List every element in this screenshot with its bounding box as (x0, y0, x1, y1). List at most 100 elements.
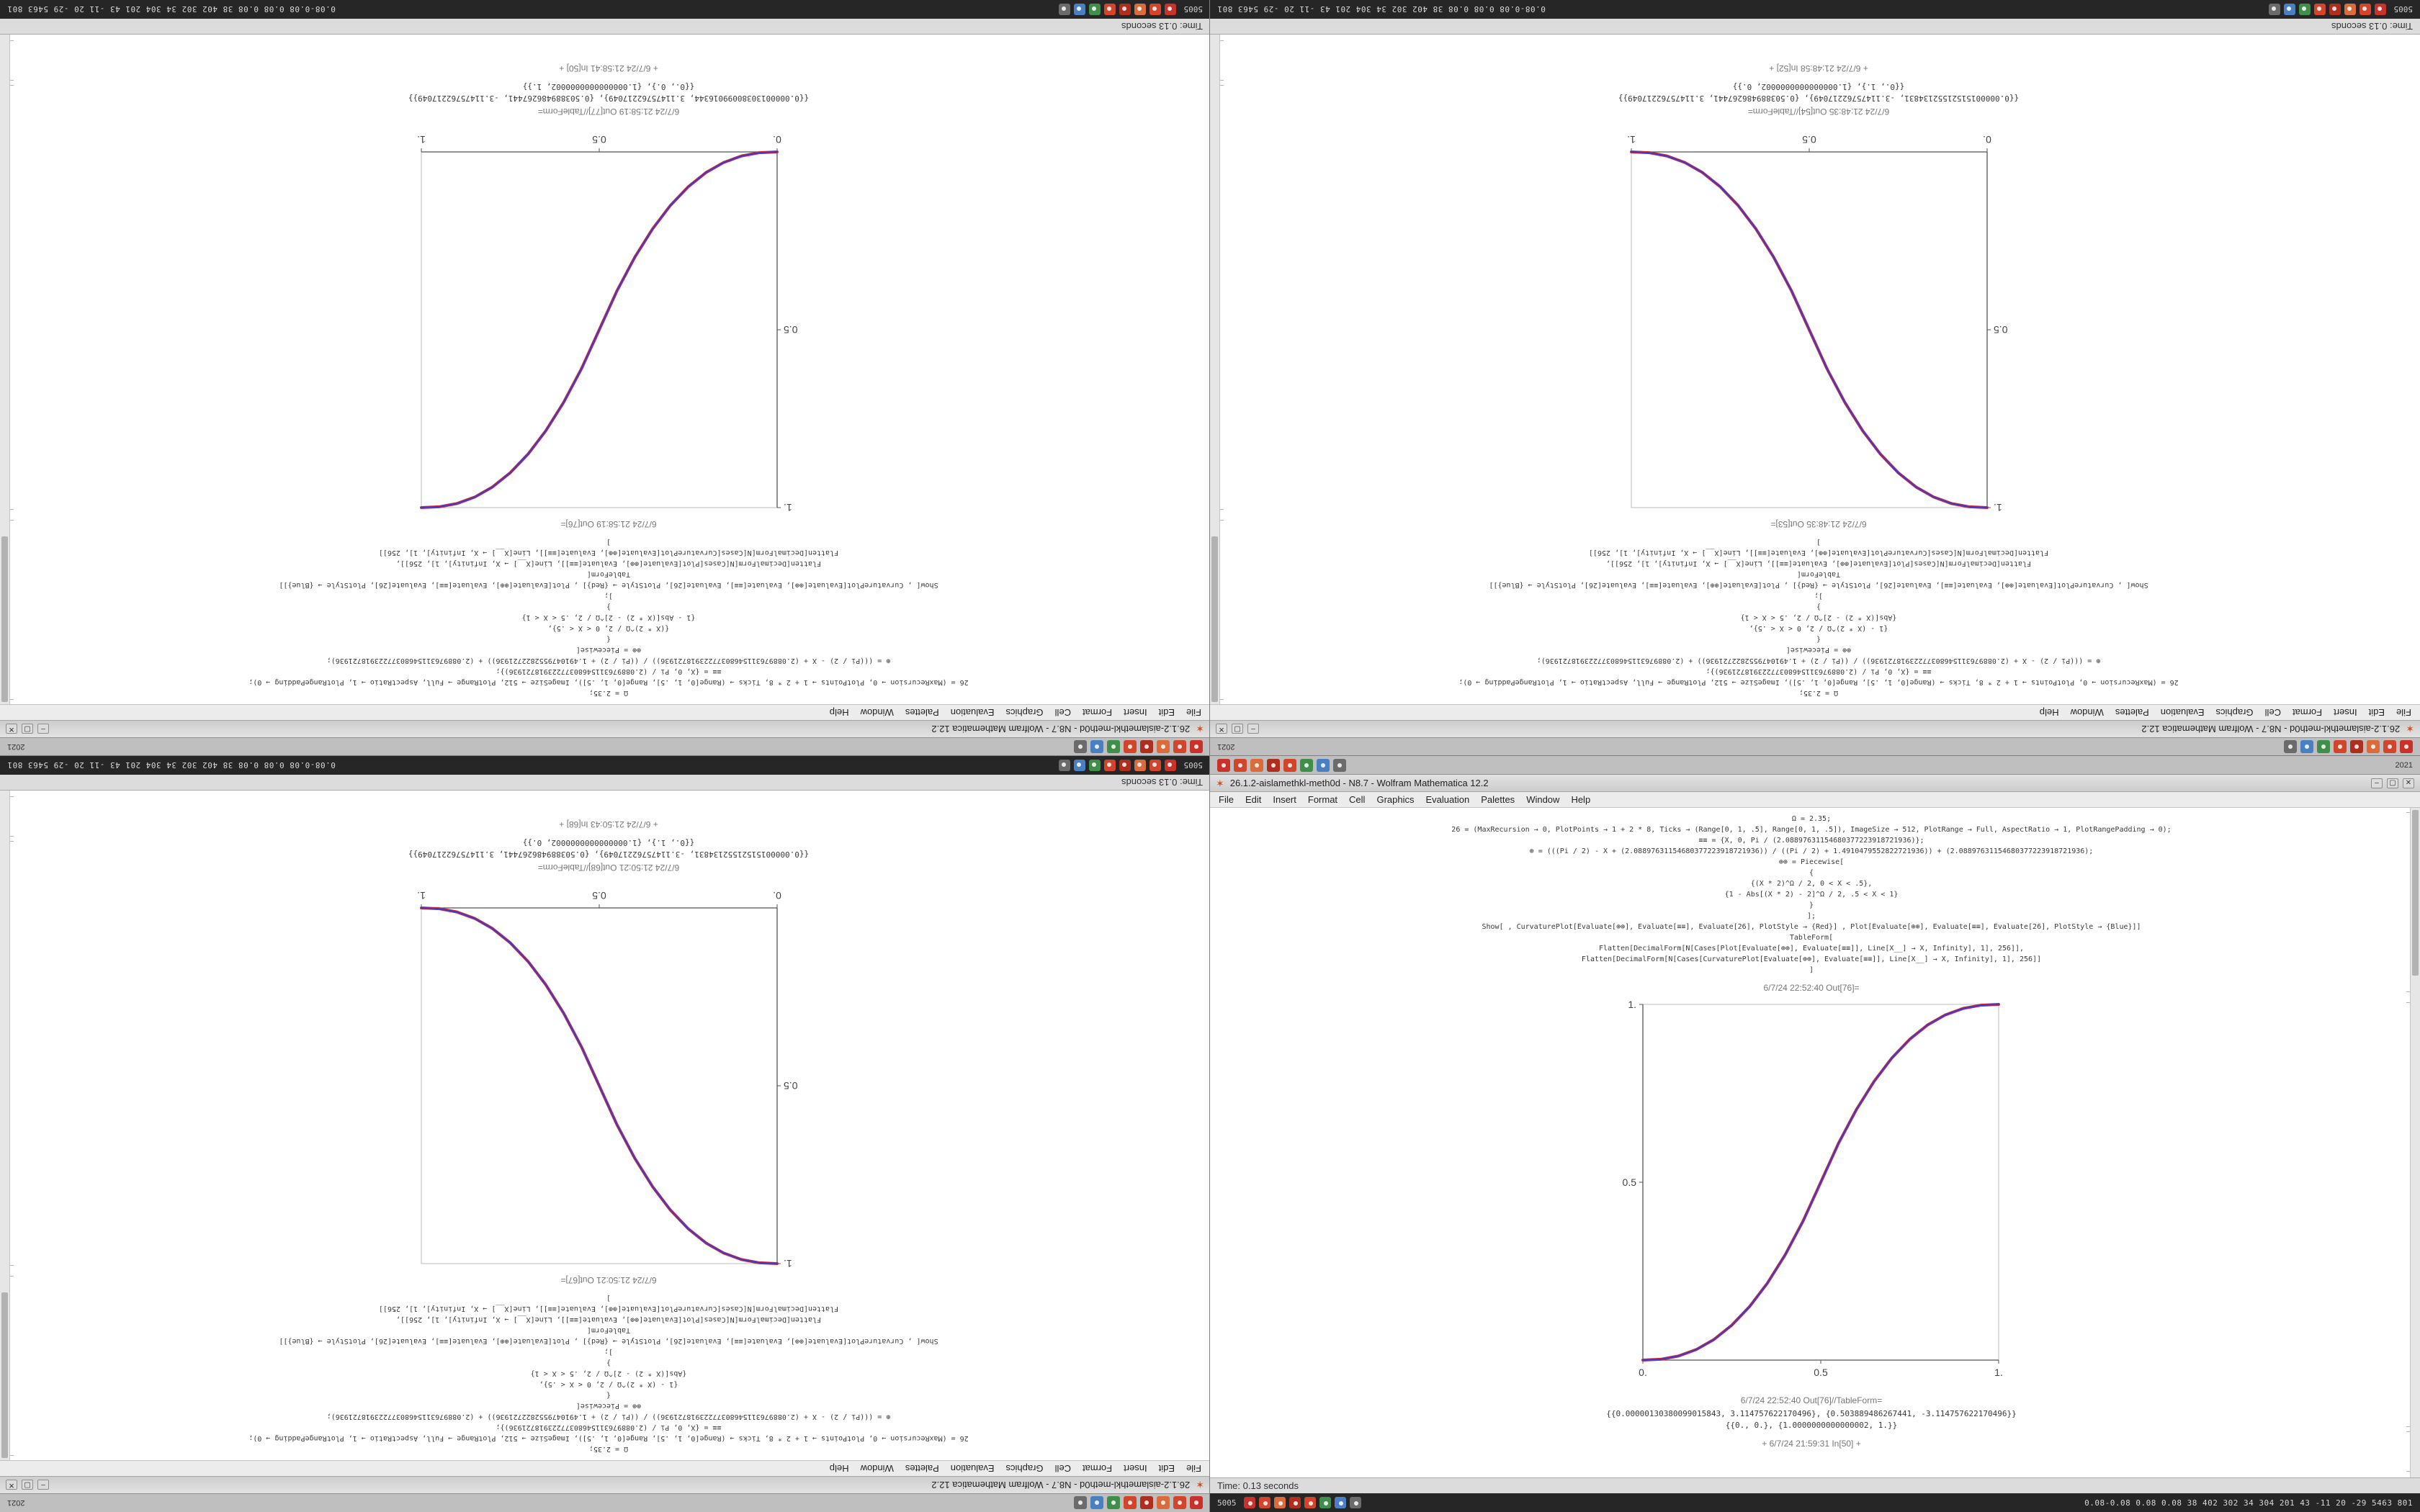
app-icon-red-4[interactable] (2314, 4, 2326, 15)
app-icon-gray[interactable] (1074, 1496, 1087, 1510)
menu-insert[interactable]: Insert (1124, 707, 1147, 718)
notebook-area[interactable]: Ω = 2.35; 26 = (MaxRecursion → 0, PlotPoi… (0, 35, 1210, 704)
menu-help[interactable]: Help (829, 1463, 849, 1474)
close-button[interactable]: ✕ (6, 1480, 17, 1490)
app-icon-red-1[interactable] (1190, 1496, 1203, 1510)
app-icon-green[interactable] (2317, 740, 2330, 754)
app-icon-orange[interactable] (1134, 4, 1147, 15)
menu-cell[interactable]: Cell (1054, 1463, 1071, 1474)
app-icon-green[interactable] (1089, 4, 1101, 15)
maximize-button[interactable]: ▢ (1232, 724, 1243, 734)
app-icon-blue[interactable] (2284, 4, 2296, 15)
menu-cell[interactable]: Cell (1054, 707, 1071, 718)
menu-file[interactable]: File (1186, 707, 1201, 718)
app-icon-red-1[interactable] (1165, 760, 1177, 771)
app-icon-red-2[interactable] (1234, 758, 1247, 772)
menu-insert[interactable]: Insert (1124, 1463, 1147, 1474)
menu-window[interactable]: Window (1526, 794, 1560, 805)
menu-insert[interactable]: Insert (2334, 707, 2357, 718)
menu-edit[interactable]: Edit (1245, 794, 1262, 805)
menu-help[interactable]: Help (829, 707, 849, 718)
app-icon-red-4[interactable] (1104, 760, 1116, 771)
app-icon-orange[interactable] (2344, 4, 2357, 15)
app-icon-red-3[interactable] (1140, 740, 1153, 754)
app-icon-red-1[interactable] (2400, 740, 2413, 754)
app-icon-gray[interactable] (1059, 760, 1071, 771)
app-icon-red-2[interactable] (1173, 1496, 1186, 1510)
menu-palettes[interactable]: Palettes (905, 707, 939, 718)
window-titlebar[interactable]: ✶ 26.1.2-aislamethkl-meth0d - N8.7 - Wol… (0, 720, 1210, 737)
menu-graphics[interactable]: Graphics (1005, 707, 1044, 718)
menu-edit[interactable]: Edit (1158, 707, 1175, 718)
scrollbar[interactable] (0, 791, 10, 1460)
scrollbar-thumb[interactable] (1, 536, 8, 702)
app-icon-green[interactable] (1089, 760, 1101, 771)
maximize-button[interactable]: ▢ (22, 724, 33, 734)
minimize-button[interactable]: – (37, 724, 49, 734)
menu-window[interactable]: Window (860, 707, 894, 718)
menu-graphics[interactable]: Graphics (1005, 1463, 1044, 1474)
app-icon-red-3[interactable] (1267, 758, 1280, 772)
app-icon-red-2[interactable] (1150, 4, 1162, 15)
app-icon-blue[interactable] (2300, 740, 2313, 754)
menu-window[interactable]: Window (2070, 707, 2104, 718)
menu-window[interactable]: Window (860, 1463, 894, 1474)
app-icon-orange[interactable] (1134, 760, 1147, 771)
app-icon-red-1[interactable] (1165, 4, 1177, 15)
minimize-button[interactable]: – (1247, 724, 1259, 734)
app-icon-red-2[interactable] (1258, 1497, 1270, 1508)
scrollbar-thumb[interactable] (2412, 810, 2419, 976)
scrollbar[interactable] (2410, 808, 2420, 1477)
app-icon-orange[interactable] (1250, 758, 1263, 772)
app-icon-green[interactable] (1107, 1496, 1120, 1510)
app-icon-gray[interactable] (1059, 4, 1071, 15)
app-icon-green[interactable] (1319, 1497, 1331, 1508)
scrollbar[interactable] (0, 35, 10, 704)
app-icon-red-4[interactable] (2334, 740, 2347, 754)
input-cell[interactable]: Ω = 2.35; 26 = (MaxRecursion → 0, PlotPoi… (1239, 536, 2398, 698)
app-icon-blue[interactable] (1334, 1497, 1346, 1508)
menu-evaluation[interactable]: Evaluation (2160, 707, 2205, 718)
menu-help[interactable]: Help (1571, 794, 1591, 805)
app-icon-red-4[interactable] (1104, 4, 1116, 15)
menu-format[interactable]: Format (1082, 1463, 1113, 1474)
app-icon-blue[interactable] (1090, 740, 1103, 754)
menu-file[interactable]: File (1219, 794, 1234, 805)
app-icon-red-3[interactable] (1140, 1496, 1153, 1510)
app-icon-gray[interactable] (2284, 740, 2297, 754)
app-icon-red-2[interactable] (2360, 4, 2372, 15)
menu-format[interactable]: Format (1082, 707, 1113, 718)
app-icon-red-2[interactable] (1173, 740, 1186, 754)
app-icon-red-2[interactable] (2383, 740, 2396, 754)
input-cell[interactable]: Ω = 2.35; 26 = (MaxRecursion → 0, PlotPoi… (29, 1292, 1188, 1454)
menu-palettes[interactable]: Palettes (905, 1463, 939, 1474)
close-button[interactable]: ✕ (1216, 724, 1227, 734)
menu-edit[interactable]: Edit (2368, 707, 2385, 718)
app-icon-red-4[interactable] (1283, 758, 1296, 772)
app-icon-blue[interactable] (1074, 4, 1086, 15)
menu-cell[interactable]: Cell (1349, 794, 1366, 805)
app-icon-red-1[interactable] (1243, 1497, 1255, 1508)
app-icon-green[interactable] (2299, 4, 2311, 15)
notebook-area[interactable]: Ω = 2.35; 26 = (MaxRecursion → 0, PlotPoi… (1210, 35, 2420, 704)
app-icon-blue[interactable] (1090, 1496, 1103, 1510)
app-icon-green[interactable] (1300, 758, 1313, 772)
app-icon-gray[interactable] (1074, 740, 1087, 754)
scrollbar[interactable] (1210, 35, 1220, 704)
app-icon-green[interactable] (1107, 740, 1120, 754)
menu-cell[interactable]: Cell (2264, 707, 2281, 718)
app-icon-red-2[interactable] (1150, 760, 1162, 771)
app-icon-blue[interactable] (1074, 760, 1086, 771)
menu-format[interactable]: Format (2292, 707, 2323, 718)
input-cell[interactable]: Ω = 2.35; 26 = (MaxRecursion → 0, PlotPoi… (29, 536, 1188, 698)
app-icon-red-4[interactable] (1124, 1496, 1137, 1510)
window-titlebar[interactable]: ✶ 26.1.2-aislamethkl-meth0d - N8.7 - Wol… (0, 1476, 1210, 1493)
minimize-button[interactable]: – (37, 1480, 49, 1490)
window-titlebar[interactable]: ✶ 26.1.2-aislamethkl-meth0d - N8.7 - Wol… (1210, 720, 2420, 737)
app-icon-red-3[interactable] (1119, 4, 1131, 15)
app-icon-red-1[interactable] (1217, 758, 1230, 772)
app-icon-orange[interactable] (1273, 1497, 1286, 1508)
scrollbar-thumb[interactable] (1211, 536, 1218, 702)
menu-palettes[interactable]: Palettes (2115, 707, 2149, 718)
close-button[interactable]: ✕ (2403, 778, 2414, 788)
